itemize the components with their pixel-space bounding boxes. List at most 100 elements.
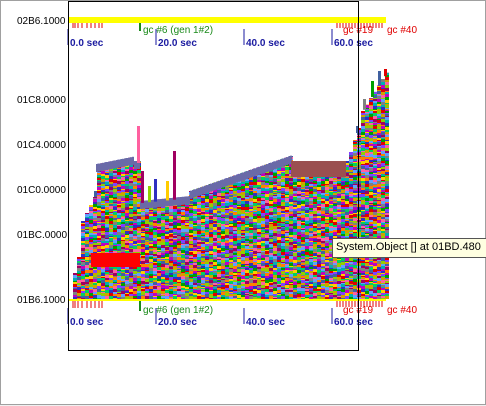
heap-band <box>269 230 273 233</box>
heap-band <box>217 190 221 193</box>
heap-band <box>253 216 257 219</box>
heap-band <box>289 221 293 222</box>
heap-band <box>377 138 381 140</box>
heap-band <box>369 105 373 106</box>
heap-band <box>341 228 345 231</box>
heap-band <box>293 229 297 232</box>
heap-band <box>373 184 377 185</box>
heap-band <box>281 209 285 211</box>
heap-band <box>377 120 381 123</box>
heap-band <box>297 284 301 287</box>
heap-band <box>357 219 361 220</box>
heap-band <box>249 208 253 209</box>
heap-band <box>133 284 137 287</box>
heap-band <box>297 196 301 198</box>
heap-band <box>357 275 361 276</box>
heap-band <box>309 281 313 282</box>
heap-band <box>137 273 141 276</box>
heap-band <box>137 237 141 240</box>
heap-band <box>209 224 213 226</box>
heap-band <box>329 192 333 195</box>
heap-band <box>361 155 365 156</box>
heap-band <box>73 289 77 292</box>
heap-band <box>249 270 253 273</box>
heap-band <box>305 287 309 288</box>
heap-band <box>169 228 173 230</box>
heap-band <box>177 220 181 223</box>
heap-band <box>337 287 341 288</box>
heap-band <box>325 266 329 268</box>
heap-band <box>341 274 345 276</box>
heap-band <box>101 188 105 190</box>
heap-band <box>365 149 369 150</box>
heap-band <box>141 264 145 267</box>
heap-band <box>185 277 189 280</box>
heap-band <box>253 248 257 251</box>
heap-band <box>97 278 101 281</box>
heap-band <box>153 280 157 282</box>
heap-band <box>121 172 125 174</box>
heap-band <box>193 237 197 239</box>
heap-band <box>125 220 129 221</box>
heap-band <box>289 218 293 219</box>
heap-band <box>325 260 329 262</box>
heap-band <box>317 182 321 185</box>
heap-band <box>325 234 329 237</box>
heap-band <box>341 181 345 182</box>
heap-band <box>245 204 249 207</box>
heap-band <box>373 185 377 187</box>
heap-band <box>365 126 369 128</box>
heap-band <box>277 243 281 245</box>
heap-band <box>201 198 205 201</box>
heap-band <box>257 253 261 256</box>
heap-band <box>325 227 329 229</box>
heap-band <box>341 265 345 268</box>
heap-band <box>373 200 377 201</box>
heap-band <box>225 225 229 227</box>
heap-band <box>137 272 141 273</box>
heap-band <box>365 232 369 233</box>
heap-band <box>237 256 241 257</box>
heap-band <box>77 287 81 290</box>
heap-band <box>145 219 149 220</box>
heap-band <box>373 275 377 277</box>
heap-band <box>97 221 101 222</box>
heap-band <box>337 264 341 267</box>
heap-band <box>109 232 113 234</box>
heap-band <box>245 273 249 276</box>
heap-band <box>285 265 289 267</box>
heap-band <box>237 193 241 194</box>
heap-band <box>349 272 353 274</box>
heap-band <box>285 194 289 195</box>
heap-band <box>377 155 381 157</box>
heap-band <box>293 285 297 288</box>
heap-band <box>365 275 369 278</box>
heap-band <box>265 194 269 197</box>
heap-band <box>145 224 149 227</box>
heap-band <box>133 228 137 230</box>
heap-band <box>281 228 285 230</box>
heap-band <box>285 281 289 284</box>
heap-band <box>265 233 269 234</box>
heap-band <box>133 269 137 270</box>
heap-band <box>161 294 165 295</box>
heap-band <box>201 196 205 198</box>
heap-band <box>169 270 173 273</box>
heap-band <box>297 205 301 208</box>
heap-band <box>365 214 369 217</box>
heap-band <box>309 231 313 233</box>
heap-band <box>217 246 221 248</box>
heap-band <box>365 198 369 201</box>
heap-band <box>357 178 361 181</box>
heap-band <box>113 189 117 192</box>
heap-band <box>261 213 265 216</box>
heap-band <box>265 244 269 245</box>
heap-band <box>237 279 241 281</box>
heap-band <box>265 245 269 248</box>
heap-band <box>97 241 101 242</box>
heap-band <box>225 275 229 276</box>
heap-band <box>301 221 305 222</box>
heap-band <box>317 277 321 280</box>
heap-band <box>181 273 185 276</box>
